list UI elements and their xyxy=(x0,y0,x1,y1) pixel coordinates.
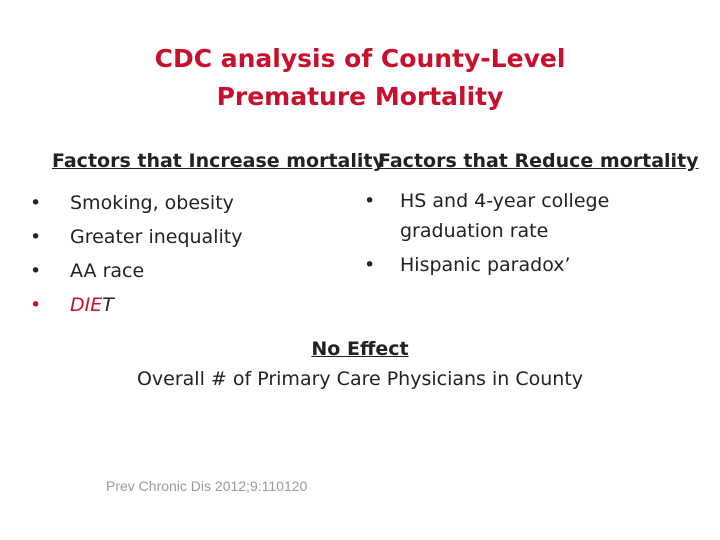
list-item-text: Hispanic paradox’ xyxy=(400,254,571,276)
reduce-list: • HS and 4-year college graduation rate … xyxy=(364,186,609,280)
bullet-icon: • xyxy=(364,254,376,276)
no-effect-heading: No Effect xyxy=(311,338,409,360)
list-item: • Hispanic paradox’ xyxy=(364,250,609,280)
increase-list: • Smoking, obesity • Greater inequality … xyxy=(30,186,242,322)
list-item: • HS and 4-year college graduation rate xyxy=(364,186,609,246)
list-item-text: AA race xyxy=(70,260,145,282)
list-item-diet: • DIET xyxy=(30,288,242,322)
bullet-icon: • xyxy=(364,190,376,212)
list-item-text-continued: graduation rate xyxy=(400,220,549,242)
reduce-heading: Factors that Reduce mortality xyxy=(378,150,699,172)
title-line-1: CDC analysis of County-Level xyxy=(154,44,566,73)
bullet-icon: • xyxy=(30,294,42,316)
list-item-text: Greater inequality xyxy=(70,226,243,248)
title-line-2: Premature Mortality xyxy=(216,82,504,111)
bullet-icon: • xyxy=(30,260,42,282)
list-item: • Greater inequality xyxy=(30,220,242,254)
list-item: • Smoking, obesity xyxy=(30,186,242,220)
bullet-icon: • xyxy=(30,226,42,248)
no-effect-text: Overall # of Primary Care Physicians in … xyxy=(136,368,584,390)
diet-text-red: DIE xyxy=(70,294,103,316)
diet-text-dark: T xyxy=(102,294,114,316)
increase-heading: Factors that Increase mortality xyxy=(52,150,385,172)
list-item: • AA race xyxy=(30,254,242,288)
bullet-icon: • xyxy=(30,192,42,214)
slide-title: CDC analysis of County-Level Premature M… xyxy=(0,40,720,116)
list-item-text: Smoking, obesity xyxy=(70,192,234,214)
citation: Prev Chronic Dis 2012;9:110120 xyxy=(106,478,308,494)
list-item-text: HS and 4-year college xyxy=(400,190,610,212)
